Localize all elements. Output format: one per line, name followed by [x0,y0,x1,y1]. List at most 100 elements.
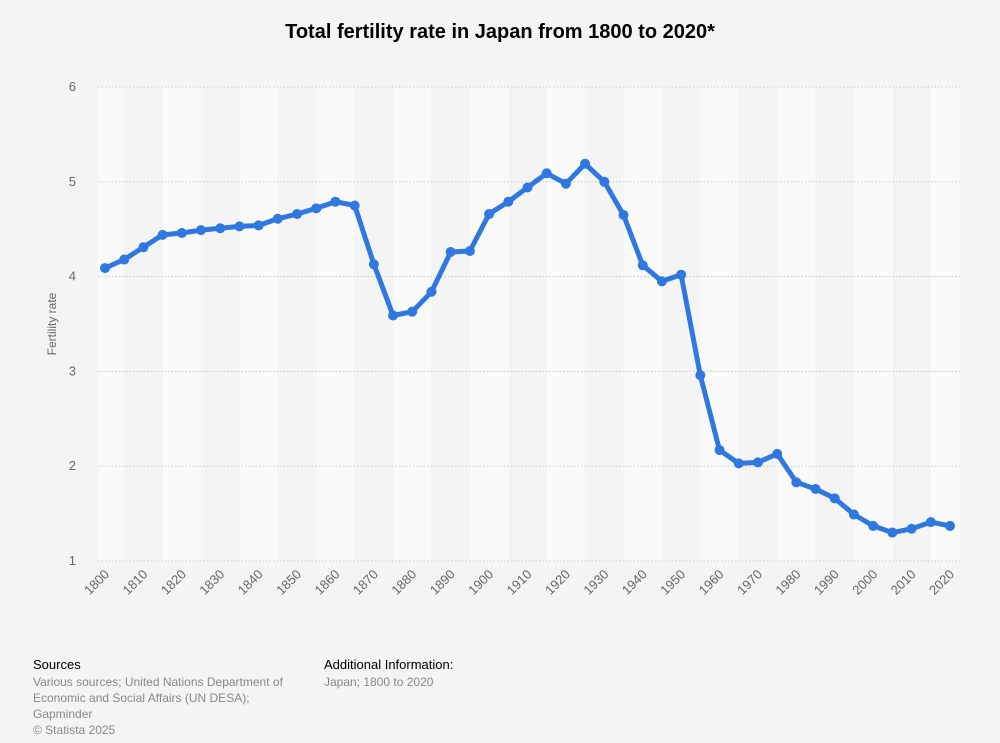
additional-info-block: Additional Information: Japan; 1800 to 2… [324,657,624,690]
x-tick-label: 1920 [542,567,573,598]
data-point[interactable] [311,203,322,214]
data-point[interactable] [906,523,917,534]
data-point[interactable] [484,209,495,220]
data-point[interactable] [714,445,725,456]
background-band [738,87,778,561]
additional-info-heading: Additional Information: [324,657,454,672]
data-point[interactable] [848,509,859,520]
data-point[interactable] [292,209,303,220]
x-tick-label: 2020 [926,567,957,598]
data-point[interactable] [234,221,245,232]
background-band [508,87,547,561]
x-tick-label: 1850 [273,567,304,598]
data-point[interactable] [522,182,533,193]
y-tick-label: 5 [69,174,76,189]
background-band [892,87,931,561]
background-band [585,87,624,561]
background-band [623,87,662,561]
data-point[interactable] [752,457,763,468]
y-tick-label: 1 [69,553,76,568]
data-point[interactable] [887,527,898,538]
x-tick-label: 1930 [580,567,611,598]
copyright-link[interactable]: © Statista 2025 [33,723,116,737]
additional-info-text: Japan; 1800 to 2020 [324,675,434,689]
x-tick-label: 1820 [158,567,189,598]
background-band [469,87,509,561]
sources-text: Various sources; United Nations Departme… [33,675,283,721]
x-tick-label: 1940 [619,567,650,598]
x-axis-ticks: 1800 1810 1820 1830 1840 1850 1860 1870 1880 1890… [81,567,957,598]
data-point[interactable] [560,178,571,189]
data-point[interactable] [541,168,552,179]
y-tick-label: 2 [69,458,76,473]
x-tick-label: 1960 [696,567,727,598]
data-point[interactable] [656,276,667,287]
grid-lines [98,86,960,562]
data-point[interactable] [868,520,879,531]
background-band [201,87,240,561]
data-point[interactable] [368,259,379,270]
background-band [661,87,701,561]
background-band [431,87,470,561]
data-point[interactable] [138,242,149,253]
data-point[interactable] [445,246,456,257]
data-point[interactable] [945,520,955,531]
data-point[interactable] [925,517,936,528]
background-bands [98,87,960,561]
x-tick-label: 1890 [427,567,458,598]
data-point[interactable] [733,458,744,469]
data-point[interactable] [272,213,283,224]
data-point[interactable] [464,246,475,257]
y-tick-label: 6 [69,79,76,94]
x-tick-label: 1800 [81,567,112,598]
data-point[interactable] [695,370,706,381]
x-tick-label: 1840 [235,567,266,598]
data-point[interactable] [618,209,629,220]
x-tick-label: 2010 [888,567,919,598]
x-tick-label: 1990 [811,567,842,598]
background-band [777,87,816,561]
y-tick-label: 4 [69,269,76,284]
x-tick-label: 1810 [119,567,150,598]
data-point[interactable] [215,223,226,234]
data-point[interactable] [580,158,591,169]
data-point[interactable] [599,176,610,187]
data-point[interactable] [810,483,821,494]
x-tick-label: 1870 [350,567,381,598]
data-point[interactable] [253,220,264,231]
data-point[interactable] [349,200,360,211]
data-point[interactable] [388,310,399,321]
x-tick-label: 1980 [772,567,803,598]
x-tick-label: 1970 [734,567,765,598]
data-point[interactable] [196,225,207,236]
y-tick-label: 3 [69,363,76,378]
background-band [98,87,125,561]
background-band [162,87,202,561]
x-tick-label: 1910 [504,567,535,598]
data-point[interactable] [119,254,130,265]
sources-heading: Sources [33,657,81,672]
data-point[interactable] [829,493,840,504]
data-point[interactable] [426,286,437,297]
x-tick-label: 2000 [849,567,880,598]
background-band [124,87,163,561]
x-tick-label: 1900 [465,567,496,598]
data-point[interactable] [407,306,418,317]
data-point[interactable] [100,263,110,274]
data-point[interactable] [176,227,187,238]
data-point[interactable] [791,477,802,488]
y-axis-ticks: 1 2 3 4 5 6 [69,79,76,568]
data-point[interactable] [157,229,168,240]
data-point[interactable] [503,196,514,207]
data-point[interactable] [772,448,783,459]
data-point[interactable] [330,196,341,207]
data-point[interactable] [676,269,687,280]
data-points [100,158,955,538]
background-band [546,87,586,561]
background-band [393,87,432,561]
background-band [354,87,394,561]
background-band [815,87,854,561]
x-tick-label: 1830 [196,567,227,598]
data-point[interactable] [637,260,648,271]
